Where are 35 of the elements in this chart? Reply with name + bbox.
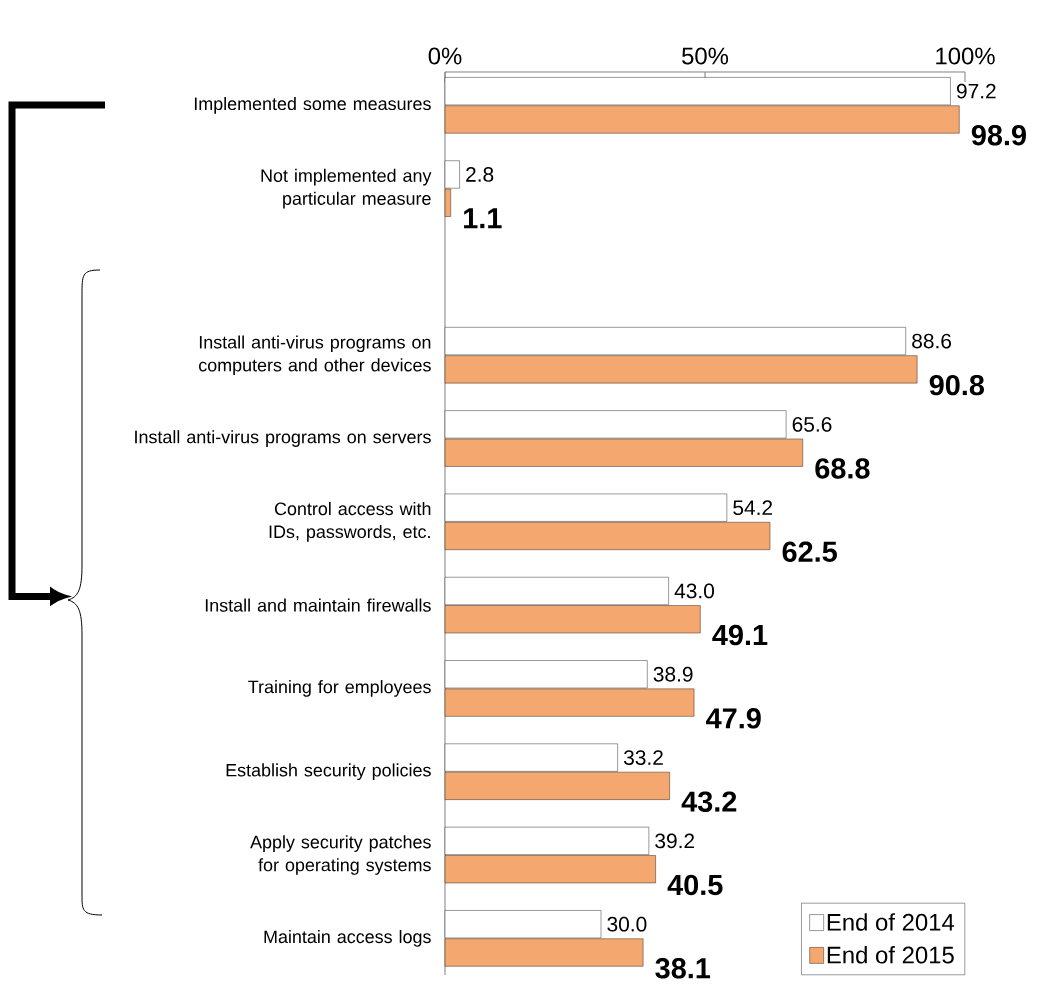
data-label: 43.0 (674, 583, 715, 599)
y-tick-label: Establish security policies (226, 763, 431, 781)
legend-label: End of 2014 (827, 913, 955, 931)
y-tick-label: Control access with IDs, passwords, etc. (269, 502, 431, 542)
data-label: 98.9 (971, 124, 1026, 146)
y-tick-label: Training for employees (248, 680, 431, 697)
data-label: 33.2 (623, 750, 663, 765)
data-label: 43.2 (681, 791, 737, 812)
data-label: 38.9 (653, 666, 693, 682)
data-label: 47.9 (706, 708, 761, 729)
y-tick-label: Not implemented any particular measure (261, 168, 432, 209)
y-tick-label: Install and maintain firewalls (205, 598, 431, 612)
data-label: 65.6 (792, 416, 832, 432)
data-label: 88.6 (912, 333, 952, 349)
data-label: 62.5 (782, 541, 837, 562)
data-label: 97.2 (956, 83, 996, 99)
y-tick-label: Maintain access logs (264, 929, 431, 947)
data-label: 49.1 (712, 624, 768, 646)
x-tick-label: 100% (936, 47, 995, 65)
data-label: 2.8 (466, 167, 494, 182)
y-tick-label: Apply security patches for operating systems (250, 835, 431, 875)
data-label: 30.0 (607, 916, 647, 932)
data-label: 38.1 (655, 958, 711, 979)
x-tick-label: 50% (682, 47, 729, 65)
y-tick-label: Install anti-virus programs on servers (135, 430, 431, 447)
data-label: 68.8 (815, 458, 870, 479)
data-label: 1.1 (464, 208, 502, 229)
legend-label: End of 2015 (827, 945, 954, 964)
data-label: 54.2 (733, 500, 773, 516)
data-label: 90.8 (929, 374, 985, 396)
x-tick-label: 0% (428, 47, 462, 65)
y-tick-label: Implemented some measures (194, 96, 431, 114)
data-label: 39.2 (655, 833, 695, 849)
data-label: 40.5 (667, 874, 723, 896)
y-tick-label: Install anti-virus programs on computers and other devices (199, 335, 431, 376)
